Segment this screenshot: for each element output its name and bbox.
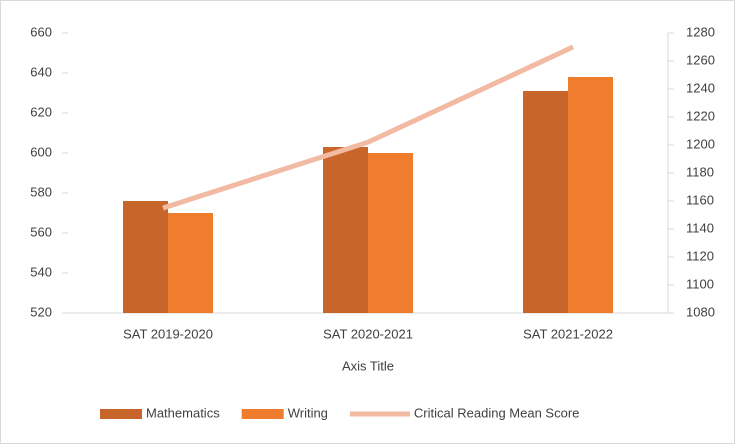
legend-label: Writing	[288, 405, 328, 420]
y-tick-label: 560	[30, 224, 52, 239]
y2-tick-label: 1120	[686, 248, 714, 263]
bar	[368, 153, 413, 313]
y2-tick-label: 1240	[686, 80, 715, 95]
y-tick-label: 580	[30, 184, 52, 199]
x-tick-label: SAT 2020-2021	[323, 326, 413, 341]
line-series	[162, 44, 575, 211]
y2-tick-label: 1140	[686, 220, 714, 235]
y-tick-label: 540	[30, 264, 52, 279]
y2-tick-label: 1260	[686, 52, 715, 67]
legend-label: Mathematics	[146, 405, 220, 420]
legend-swatch	[100, 409, 142, 419]
y2-tick-label: 1280	[686, 24, 715, 39]
x-axis-title: Axis Title	[342, 358, 394, 373]
y-tick-label: 620	[30, 104, 52, 119]
y2-tick-label: 1100	[686, 276, 714, 291]
y-tick-label: 660	[30, 24, 52, 39]
y-tick-label: 640	[30, 64, 52, 79]
bar	[323, 147, 368, 313]
y2-tick-label: 1180	[686, 164, 714, 179]
legend-label: Critical Reading Mean Score	[414, 405, 579, 420]
bar	[123, 201, 168, 313]
bar	[168, 213, 213, 313]
y2-tick-label: 1160	[686, 192, 714, 207]
y2-tick-label: 1200	[686, 136, 715, 151]
legend-swatch	[241, 409, 284, 419]
y2-tick-label: 1220	[686, 108, 715, 123]
x-tick-label: SAT 2021-2022	[523, 326, 613, 341]
bar	[523, 91, 568, 313]
x-tick-label: SAT 2019-2020	[123, 326, 213, 341]
y-tick-label: 520	[30, 304, 52, 319]
y2-tick-label: 1080	[686, 304, 715, 319]
bar	[568, 77, 613, 313]
y-tick-label: 600	[30, 144, 52, 159]
